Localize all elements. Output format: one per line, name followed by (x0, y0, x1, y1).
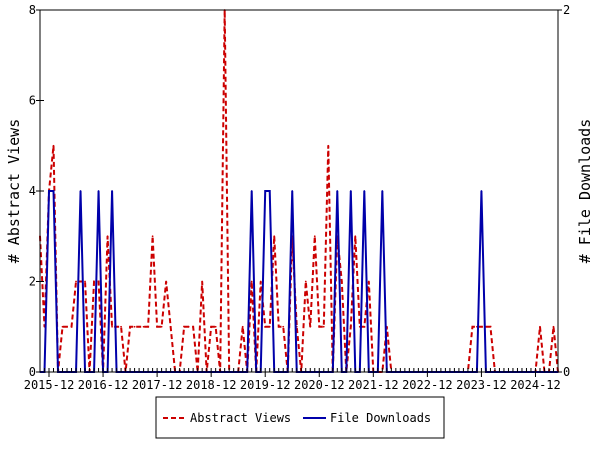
data-point-file-downloads (268, 190, 271, 192)
data-point-abstract-views (156, 325, 159, 328)
data-point-abstract-views (210, 325, 213, 328)
legend-label-abstract-views: Abstract Views (190, 411, 291, 425)
data-point-abstract-views (318, 325, 321, 328)
axis-layer: 2015-12 2016-12 2017-12 2018-12 2019-12 2020-… (24, 3, 571, 392)
data-point-abstract-views (241, 325, 244, 328)
data-point-abstract-views (264, 325, 267, 328)
data-point-abstract-views (363, 325, 366, 328)
y-left-tick-label: 8 (29, 3, 36, 17)
x-tick-label: 2023-12 (456, 378, 507, 392)
y-left-tick-label: 4 (29, 184, 36, 198)
data-point-file-downloads (52, 190, 55, 192)
data-point-abstract-views (268, 325, 271, 328)
data-point-abstract-views (313, 235, 316, 238)
x-tick-label: 2021-12 (348, 378, 399, 392)
data-point-abstract-views (489, 325, 492, 328)
data-point-abstract-views (471, 325, 474, 328)
y-right-tick-label: 2 (563, 3, 570, 17)
data-point-abstract-views (192, 325, 195, 328)
x-tick-label: 2018-12 (186, 378, 237, 392)
data-point-file-downloads (363, 190, 366, 192)
data-point-abstract-views (539, 325, 541, 328)
data-point-abstract-views (367, 280, 370, 283)
data-point-abstract-views (304, 280, 307, 283)
data-point-file-downloads (264, 190, 267, 192)
data-point-file-downloads (349, 190, 352, 192)
data-point-abstract-views (322, 325, 325, 328)
data-point-abstract-views (79, 280, 82, 283)
data-point-abstract-views (133, 325, 136, 328)
data-point-abstract-views (97, 280, 100, 283)
data-point-abstract-views (93, 280, 95, 283)
x-tick-label: 2019-12 (240, 378, 291, 392)
y-left-tick-label: 6 (29, 94, 36, 108)
data-point-file-downloads (79, 190, 82, 192)
data-point-abstract-views (354, 235, 357, 238)
data-point-abstract-views (187, 325, 190, 328)
data-point-abstract-views (309, 325, 312, 328)
data-point-abstract-views (129, 325, 131, 328)
y-left-tick-label: 0 (29, 365, 36, 379)
data-point-abstract-views (151, 235, 154, 238)
data-point-abstract-views (183, 325, 186, 328)
data-point-abstract-views (327, 144, 330, 147)
legend: Abstract Views File Downloads (155, 396, 445, 439)
data-point-abstract-views (75, 280, 77, 283)
data-point-abstract-views (552, 325, 555, 328)
y-right-tick-label: 0 (563, 365, 570, 379)
data-point-abstract-views (169, 325, 172, 328)
data-point-file-downloads (291, 190, 294, 192)
x-tick-label: 2015-12 (24, 378, 75, 392)
data-point-abstract-views (160, 325, 163, 328)
data-point-abstract-views (259, 280, 262, 283)
data-point-abstract-views (147, 325, 150, 328)
data-point-abstract-views (61, 325, 64, 328)
data-point-abstract-views (111, 325, 113, 328)
data-point-abstract-views (282, 325, 285, 328)
data-point-file-downloads (250, 190, 253, 192)
data-point-abstract-views (52, 144, 55, 147)
y-axis-left-label: # Abstract Views (5, 119, 23, 264)
data-point-file-downloads (48, 190, 50, 192)
data-point-abstract-views (201, 280, 204, 283)
x-tick-label: 2022-12 (402, 378, 453, 392)
x-tick-label: 2024-12 (510, 378, 561, 392)
data-point-abstract-views (349, 325, 352, 328)
x-tick-label: 2020-12 (294, 378, 345, 392)
y-axis-right-label: # File Downloads (576, 119, 594, 264)
data-point-abstract-views (273, 235, 276, 238)
data-point-file-downloads (381, 190, 384, 192)
x-tick-label: 2016-12 (78, 378, 129, 392)
data-point-abstract-views (250, 280, 253, 283)
legend-label-file-downloads: File Downloads (330, 411, 431, 425)
data-point-abstract-views (277, 325, 280, 328)
data-point-file-downloads (97, 190, 100, 192)
data-point-abstract-views (340, 280, 343, 283)
series-line-abstract-views (39, 9, 559, 373)
x-tick-label: 2017-12 (132, 378, 183, 392)
data-point-file-downloads (480, 190, 483, 192)
data-point-abstract-views (214, 325, 217, 328)
data-point-abstract-views (480, 325, 483, 328)
data-point-abstract-views (142, 325, 145, 328)
data-point-abstract-views (84, 280, 86, 283)
data-point-abstract-views (106, 235, 109, 238)
data-point-file-downloads (111, 190, 113, 192)
y-left-tick-label: 2 (29, 275, 36, 289)
data-point-abstract-views (120, 325, 122, 328)
legend-box (155, 396, 445, 439)
data-point-abstract-views (165, 280, 168, 283)
data-point-abstract-views (66, 325, 68, 328)
data-point-abstract-views (138, 325, 141, 328)
data-point-file-downloads (336, 190, 339, 192)
data-point-abstract-views (70, 325, 73, 328)
